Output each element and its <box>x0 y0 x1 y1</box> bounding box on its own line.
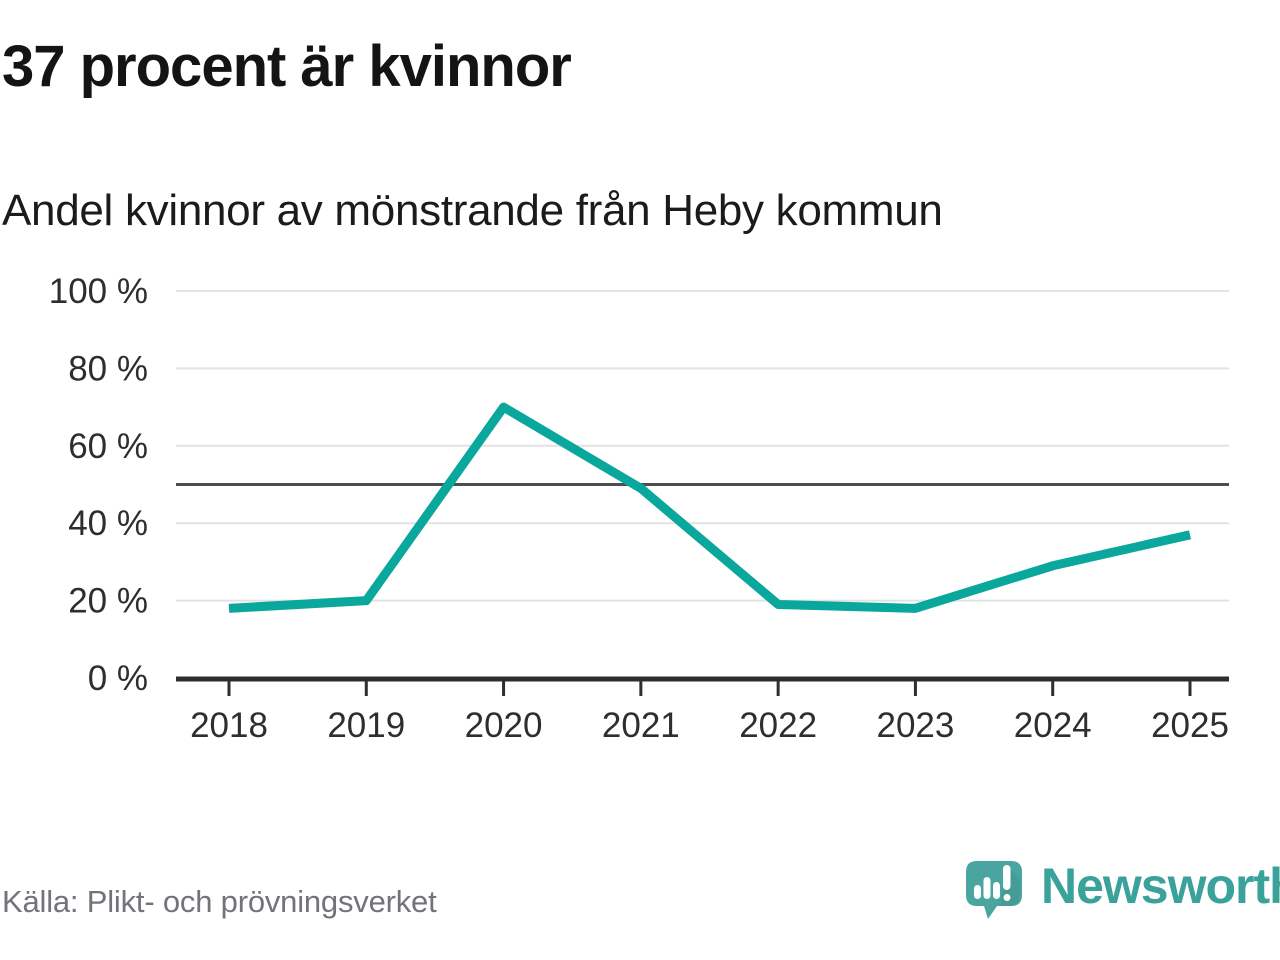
y-tick-label-80: 80 % <box>68 349 148 388</box>
brand-logo: Newsworthy <box>963 858 1280 926</box>
y-tick-label-0: 0 % <box>88 659 148 698</box>
x-tick-label-2024: 2024 <box>1014 706 1092 745</box>
chart-title: 37 procent är kvinnor <box>2 34 572 99</box>
y-tick-label-20: 20 % <box>68 582 148 621</box>
x-tick-label-2020: 2020 <box>465 706 543 745</box>
source-caption: Källa: Plikt- och prövningsverket <box>2 884 437 919</box>
y-tick-label-60: 60 % <box>68 427 148 466</box>
x-tick-label-2025: 2025 <box>1151 706 1229 745</box>
x-tick-label-2021: 2021 <box>602 706 680 745</box>
x-tick-label-2018: 2018 <box>190 706 268 745</box>
x-tick-label-2023: 2023 <box>876 706 954 745</box>
newsworthy-speech-bubble-icon <box>966 861 1022 919</box>
y-tick-label-40: 40 % <box>68 504 148 543</box>
x-tick-label-2019: 2019 <box>327 706 405 745</box>
y-tick-label-100: 100 % <box>49 272 148 311</box>
series-line <box>228 402 1191 613</box>
brand-wordmark: Newsworthy <box>1041 858 1280 914</box>
x-tick-label-2022: 2022 <box>739 706 817 745</box>
chart-subtitle: Andel kvinnor av mönstrande från Heby ko… <box>2 186 943 235</box>
line-chart-plot: 2018 2019 2020 2021 2022 2023 2024 2025 0 % 20 % 4… <box>49 272 1229 745</box>
